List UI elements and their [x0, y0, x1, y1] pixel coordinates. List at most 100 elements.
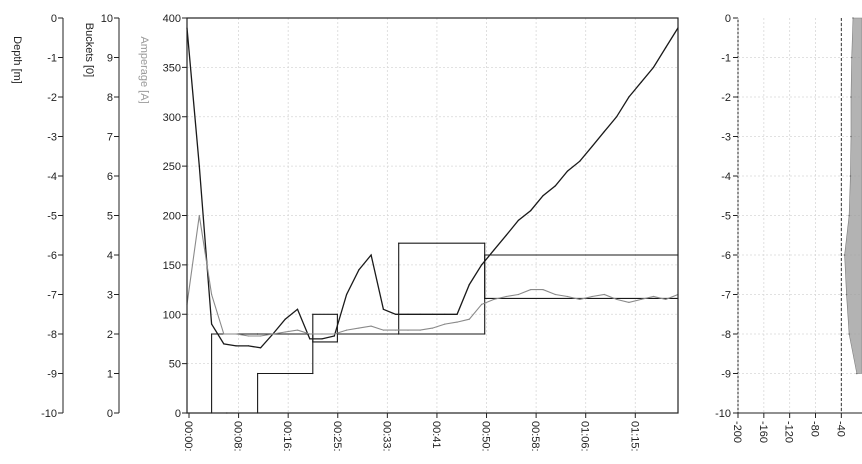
series-1-point	[223, 343, 225, 345]
depth-axis: Depth [m] 0 -1 -2 -3 -4 -5 -6 -7 -8 -9 -10	[11, 13, 64, 420]
amperage-axis-tick-label: 200	[163, 211, 181, 223]
series-1-point	[530, 210, 532, 212]
series-3-point	[398, 242, 400, 244]
series-4-point	[616, 298, 618, 300]
depth-axis-tick-label: -4	[47, 171, 57, 183]
amperage-axis-tick-label: 350	[163, 62, 181, 74]
amperage-axis-tick-label: 250	[163, 161, 181, 173]
profile-x-tick-label: -40	[834, 421, 846, 437]
series-4-point	[542, 289, 544, 291]
series-4-point	[591, 295, 593, 298]
series-4-point	[284, 331, 286, 333]
profile-x-tick-label: -160	[757, 421, 769, 443]
series-4-point	[395, 329, 397, 331]
series-2-point	[484, 333, 486, 335]
amperage-axis-tick-label: 0	[175, 408, 181, 420]
main-plot: 00:00: 00:08: 00:16: 00:25: 00:33: 00:41 00:50…	[182, 17, 679, 452]
depth-axis-tick-label: -10	[41, 408, 57, 420]
buckets-axis-tick-label: 2	[107, 329, 113, 341]
series-4-point	[603, 293, 605, 296]
series-4-point	[223, 333, 225, 335]
series-3-point	[211, 333, 213, 335]
profile-x-tick-label: -200	[731, 421, 743, 443]
amperage-axis-tick-label: 150	[163, 260, 181, 272]
series-1-point	[628, 96, 630, 98]
depth-axis-tick-label: -3	[47, 132, 57, 144]
series-1-point	[284, 318, 286, 320]
series-4-point	[358, 327, 360, 329]
profile-y-tick-label: 0	[725, 13, 731, 25]
series-1-point	[542, 195, 544, 197]
series-1-point	[566, 170, 569, 172]
depth-axis-tick-label: -9	[47, 369, 57, 381]
buckets-axis-tick-label: 7	[107, 132, 113, 144]
buckets-axis-tick-label: 8	[107, 92, 113, 104]
series-4-point	[640, 298, 642, 300]
series-4-point	[198, 214, 200, 217]
x-axis-tick-label: 00:25:	[331, 421, 343, 452]
profile-edge-point	[850, 135, 852, 138]
series-1-point	[260, 347, 262, 349]
series-1-point	[444, 313, 446, 315]
series-1-point	[419, 313, 421, 315]
depth-axis-tick-label: -8	[47, 329, 57, 341]
series-2-point	[312, 313, 314, 315]
buckets-axis-tick-label: 0	[107, 408, 113, 420]
series-4-point	[333, 333, 335, 335]
series-1-point	[321, 338, 323, 340]
series-1-point	[431, 313, 434, 315]
series-4-point	[530, 289, 532, 291]
buckets-axis-tick-label: 4	[107, 250, 113, 262]
series-1-point	[456, 313, 458, 315]
amperage-axis-tick-label: 400	[163, 13, 181, 25]
profile-y-tick-label: -10	[715, 408, 731, 420]
profile-plot: 0 -1 -2 -3 -4 -5 -6 -7 -8 -9 -10 -200 -160 -120 -80 -4…	[715, 13, 862, 443]
series-1-point	[554, 185, 556, 187]
profile-y-tick-label: -2	[721, 92, 731, 104]
profile-edge-point	[850, 96, 852, 98]
depth-axis-tick-label: -2	[47, 92, 57, 104]
buckets-axis-tick-label: 5	[107, 211, 113, 223]
series-4-point	[493, 298, 495, 300]
profile-edge-point	[845, 293, 848, 296]
buckets-axis-tick-label: 3	[107, 290, 113, 302]
series-1-point	[407, 313, 409, 315]
series-1-point	[370, 254, 372, 256]
series-1-point	[481, 264, 483, 266]
profile-area	[844, 17, 862, 374]
series-4-point	[296, 329, 299, 331]
series-3-point	[336, 341, 338, 343]
main-plot-frame	[186, 17, 679, 414]
amperage-axis-title: Amperage [A]	[138, 36, 150, 103]
x-axis-tick-label: 00:33:	[380, 421, 392, 452]
series-4-point	[566, 295, 569, 298]
series-1-point	[579, 160, 581, 162]
series-4-point	[665, 298, 667, 300]
series-2-point	[312, 372, 314, 375]
series-1-point	[517, 219, 520, 221]
series-2-point	[257, 372, 259, 375]
series-4-point	[628, 301, 630, 303]
series-4-point	[407, 329, 409, 331]
series-4-point	[652, 295, 655, 298]
profile-y-tick-label: -3	[721, 132, 731, 144]
series-1-point	[235, 345, 237, 347]
series-4-point	[309, 333, 311, 335]
series-4-point	[235, 333, 237, 335]
series-3-point	[484, 297, 486, 299]
series-1-point	[382, 308, 384, 310]
series-1-point	[591, 145, 593, 147]
series-4-point	[382, 329, 384, 331]
series-4-point	[431, 327, 434, 329]
x-axis-tick-label: 00:08:	[232, 421, 244, 452]
buckets-axis-tick-label: 9	[107, 53, 113, 65]
series-3-point	[312, 341, 314, 343]
series-3-point	[257, 333, 259, 335]
series-1-point	[247, 345, 249, 347]
amperage-axis-tick-label: 300	[163, 112, 181, 124]
profile-y-tick-label: -7	[721, 290, 731, 302]
series-1-point	[616, 116, 618, 118]
series-3-point	[336, 333, 338, 335]
